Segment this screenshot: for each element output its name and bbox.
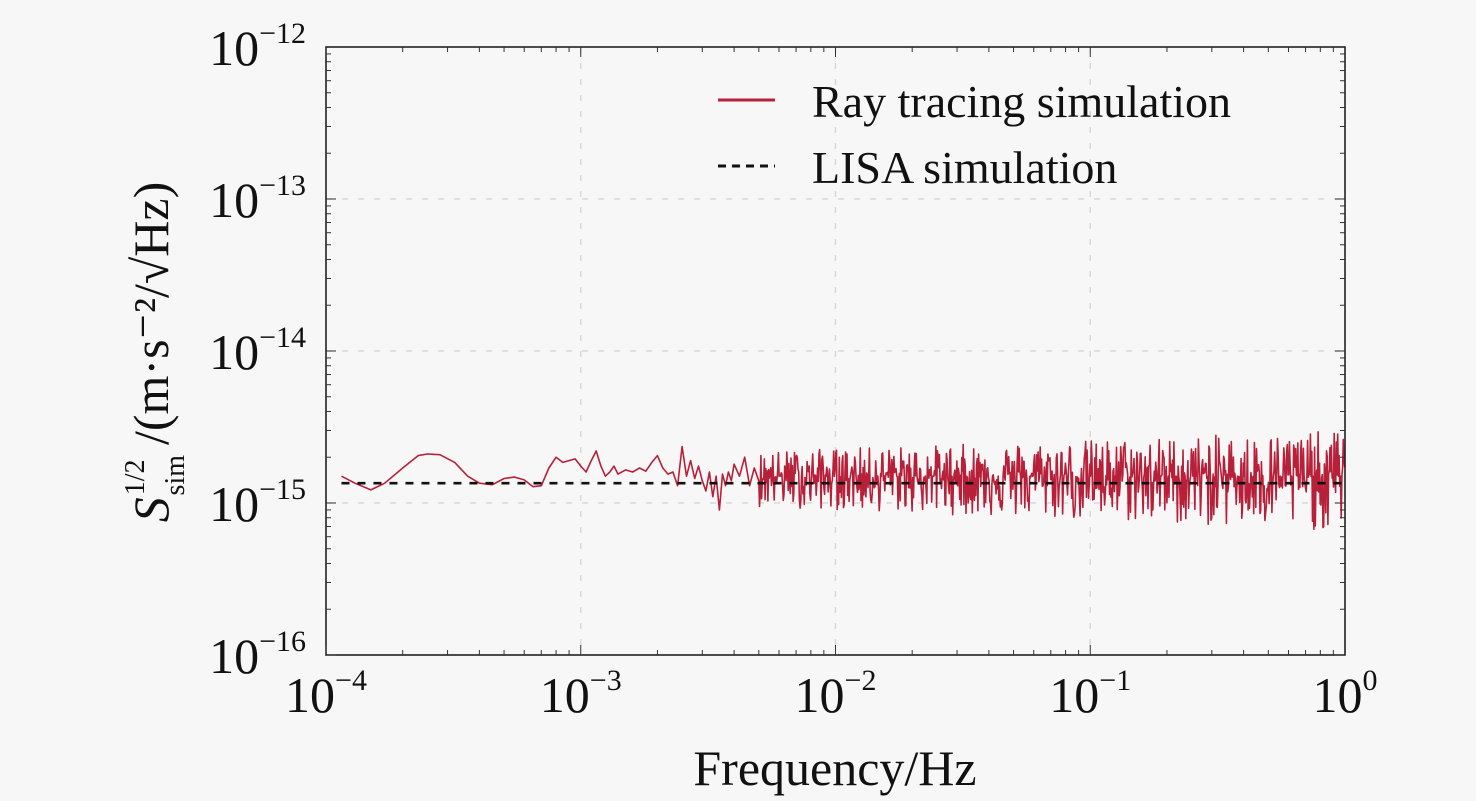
y-tick-label: 10−12 xyxy=(209,17,306,76)
x-tick-label: 10−4 xyxy=(285,664,367,723)
x-axis-label: Frequency/Hz xyxy=(693,740,976,796)
legend: Ray tracing simulation LISA simulation xyxy=(718,76,1231,193)
series-ray-tracing-line xyxy=(341,431,1346,530)
y-tick-label: 10−13 xyxy=(209,169,306,228)
grid xyxy=(326,47,1345,655)
y-label-subscript: sim xyxy=(160,455,191,496)
y-tick-label: 10−15 xyxy=(209,473,306,532)
x-tick-label: 100 xyxy=(1313,664,1378,723)
y-tick-label: 10−14 xyxy=(209,321,306,380)
legend-label-ray-tracing: Ray tracing simulation xyxy=(812,76,1231,127)
y-axis-label: S1/2 sim /(m·s⁻²/√Hz) xyxy=(120,182,191,522)
minor-ticks xyxy=(325,47,1345,656)
x-tick-labels: 10−4 10−3 10−2 10−1 100 xyxy=(285,664,1377,723)
x-tick-label: 10−3 xyxy=(540,664,622,723)
y-tick-label: 10−16 xyxy=(209,625,306,684)
y-label-superscript: 1/2 xyxy=(120,459,151,495)
x-tick-label: 10−2 xyxy=(795,664,877,723)
x-tick-label: 10−1 xyxy=(1049,664,1131,723)
y-tick-labels: 10−12 10−13 10−14 10−15 10−16 xyxy=(209,17,306,684)
y-label-units: /(m·s⁻²/√Hz) xyxy=(123,182,179,445)
legend-label-lisa: LISA simulation xyxy=(812,142,1117,193)
y-label-symbol: S xyxy=(123,497,179,522)
series-layer xyxy=(341,431,1346,530)
